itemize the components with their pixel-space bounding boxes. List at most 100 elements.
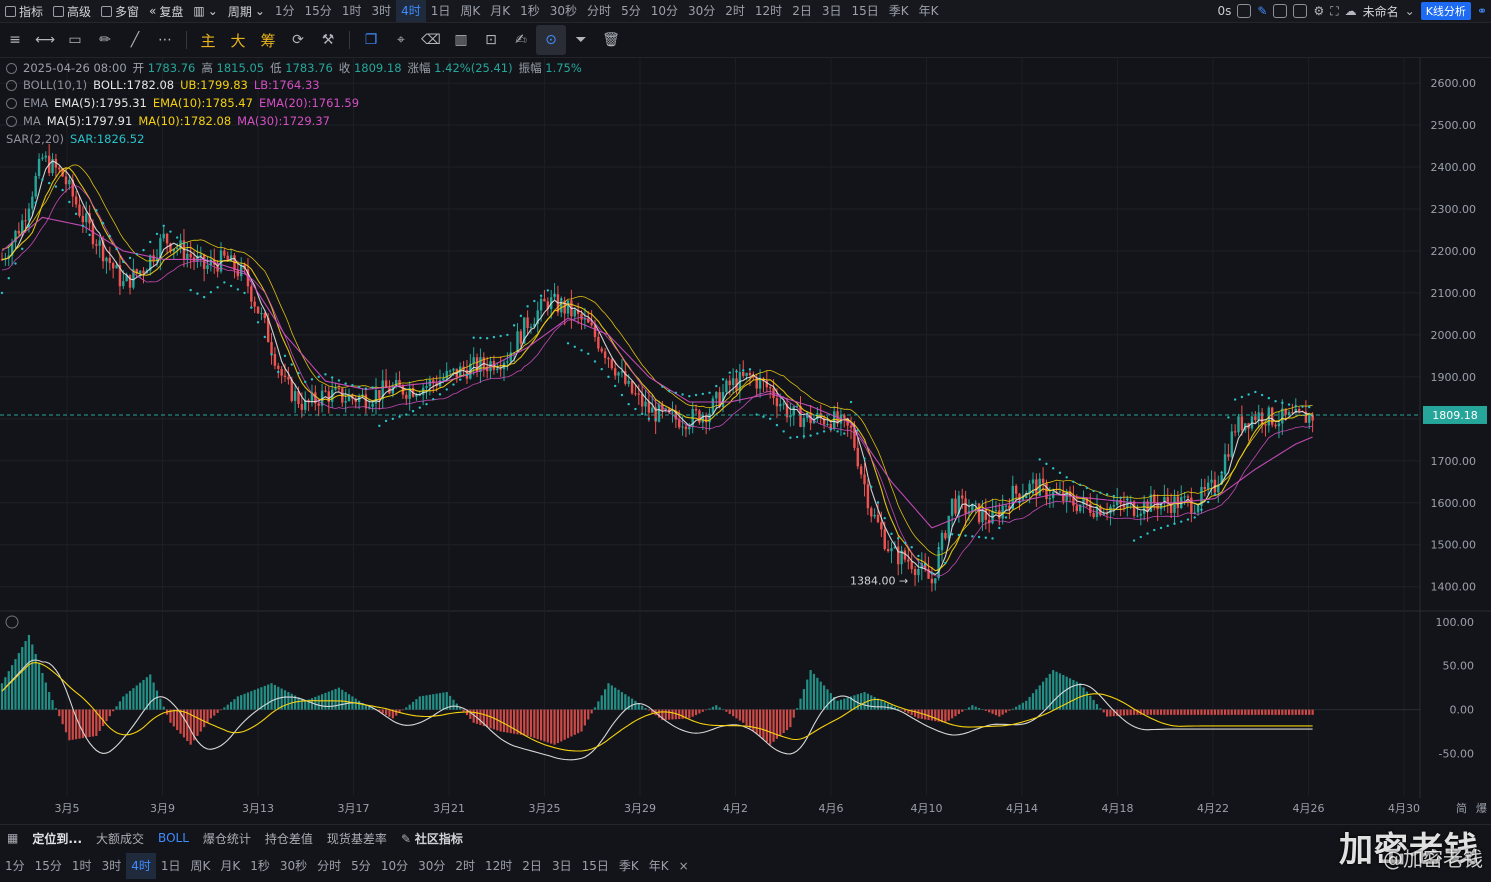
multiwindow-button[interactable]: 多窗 <box>96 0 144 22</box>
basis-tab[interactable]: 现货基差率 <box>326 831 387 846</box>
community-indicator-button[interactable]: ✎ 社区指标 <box>400 831 463 846</box>
timeframe-19[interactable]: 季K <box>888 4 909 18</box>
lock-icon[interactable]: ⊡ <box>485 32 497 48</box>
copy-icon[interactable]: ❐ <box>364 32 378 48</box>
filter-icon[interactable]: ⏷ <box>575 32 587 48</box>
advanced-icon <box>53 5 65 17</box>
sync-icon[interactable]: ⟳ <box>292 32 304 48</box>
timeframe-10[interactable]: 分时 <box>587 4 612 18</box>
timeframe-11[interactable]: 5分 <box>351 859 371 873</box>
timeframe-5[interactable]: 1日 <box>160 859 181 873</box>
timeframe-0[interactable]: 1分 <box>5 859 25 873</box>
pencil-icon[interactable]: ✏ <box>99 32 111 48</box>
timeframe-20[interactable]: 年K <box>918 4 939 18</box>
price-chart[interactable]: 2600.00 2500.00 2400.00 2300.00 2200.00 2100.… <box>0 58 1491 824</box>
timeframe-16[interactable]: 2日 <box>792 4 812 18</box>
timeframe-18[interactable]: 15日 <box>851 4 879 18</box>
timeframe-15[interactable]: 12时 <box>754 4 783 18</box>
timeframe-2[interactable]: 1时 <box>71 859 92 873</box>
timeframe-7[interactable]: 月K <box>490 4 511 18</box>
timeframe-13[interactable]: 30分 <box>418 859 446 873</box>
sar-dot <box>944 561 947 565</box>
eraser-icon[interactable]: ⌫ <box>421 32 441 48</box>
timeframe-9[interactable]: 30秒 <box>279 859 308 873</box>
timeframe-20[interactable]: 年K <box>648 859 669 873</box>
bars-icon[interactable]: ▥ <box>454 32 468 48</box>
menu-icon[interactable]: ≡ <box>9 32 21 48</box>
candle-body <box>711 398 715 414</box>
collapse-icon[interactable] <box>6 62 17 74</box>
timeframe-15[interactable]: 12时 <box>485 859 513 873</box>
camera-icon[interactable] <box>1237 4 1252 18</box>
magnet-icon[interactable]: ⊙ <box>536 25 566 55</box>
fullscreen-icon[interactable]: ⛶ <box>1330 3 1339 18</box>
timeframe-2[interactable]: 1时 <box>341 4 362 18</box>
timeframe-1[interactable]: 15分 <box>34 859 62 873</box>
trash-icon[interactable]: 🗑 <box>602 32 620 48</box>
timeframe-12[interactable]: 10分 <box>380 859 409 873</box>
pen-icon[interactable]: ✎ <box>1257 4 1268 18</box>
calendar-icon[interactable]: ▦ <box>7 831 19 845</box>
replay-button[interactable]: «复盘 <box>149 4 184 19</box>
untitled-layout[interactable]: 未命名 <box>1362 4 1399 19</box>
timeframe-0[interactable]: 1分 <box>274 4 295 18</box>
chip-distribution-button[interactable]: 筹 <box>260 31 276 50</box>
timeframe-1[interactable]: 15分 <box>304 4 332 18</box>
edit-doc-icon[interactable]: ✍ <box>515 32 527 48</box>
kline-analysis-button[interactable]: K线分析 <box>1420 2 1471 20</box>
link-icon[interactable]: ⚭ <box>1476 4 1487 18</box>
timeframe-17[interactable]: 3日 <box>551 859 572 873</box>
gear-icon[interactable]: ⚙ <box>1313 4 1325 18</box>
timeframe-9[interactable]: 30秒 <box>549 4 578 18</box>
timeframe-3[interactable]: 3时 <box>371 4 392 18</box>
candle-body <box>290 379 293 401</box>
share-icon[interactable] <box>1273 4 1288 18</box>
position-diff-tab[interactable]: 持仓差值 <box>264 831 313 846</box>
settings-tool-icon[interactable]: ⚒ <box>321 32 335 48</box>
timeframe-14[interactable]: 2时 <box>455 859 476 873</box>
timeframe-19[interactable]: 季K <box>618 859 639 873</box>
advanced-button[interactable]: 高级 <box>48 0 96 22</box>
close-icon[interactable]: × <box>678 859 689 873</box>
chart-type-button[interactable]: ▥ ⌄ <box>188 0 222 22</box>
main-chip-button[interactable]: 主 <box>200 31 216 50</box>
candle-body <box>105 257 108 262</box>
volume-tab[interactable]: 大额成交 <box>96 831 145 846</box>
trend-line-icon[interactable]: ╱ <box>130 32 140 48</box>
timeframe-5[interactable]: 1日 <box>430 4 451 18</box>
horizontal-line-icon[interactable]: ⟷ <box>34 32 56 48</box>
candle-body <box>923 562 927 570</box>
rectangle-icon[interactable]: ▭ <box>68 32 82 48</box>
boll-tab[interactable]: BOLL <box>158 831 189 845</box>
timeframe-4[interactable]: 4时 <box>396 0 426 22</box>
liquidation-tab[interactable]: 爆仓统计 <box>202 831 251 846</box>
macd-bar <box>169 709 172 723</box>
timeframe-3[interactable]: 3时 <box>101 859 122 873</box>
period-button[interactable]: 周期 ⌄ <box>227 4 265 19</box>
timeframe-11[interactable]: 5分 <box>621 4 641 18</box>
timeframe-16[interactable]: 2日 <box>522 859 542 873</box>
timeframe-6[interactable]: 周K <box>460 4 481 18</box>
timeframe-7[interactable]: 月K <box>220 859 241 873</box>
collapse-icon[interactable] <box>6 79 17 91</box>
timeframe-4[interactable]: 4时 <box>126 853 156 879</box>
timeframe-18[interactable]: 15日 <box>581 859 609 873</box>
timeframe-10[interactable]: 分时 <box>317 859 342 873</box>
more-tools-icon[interactable]: ⋯ <box>158 32 172 48</box>
timeframe-14[interactable]: 2时 <box>725 4 745 18</box>
indicators-button[interactable]: 指标 <box>0 0 48 22</box>
timeframe-13[interactable]: 30分 <box>687 4 716 18</box>
eye-icon[interactable] <box>6 97 17 109</box>
big-order-button[interactable]: 大 <box>230 31 246 50</box>
timeframe-8[interactable]: 1秒 <box>520 4 540 18</box>
timeframe-8[interactable]: 1秒 <box>250 859 270 873</box>
ruler-icon[interactable]: ⌖ <box>397 32 405 48</box>
timeframe-17[interactable]: 3日 <box>821 4 842 18</box>
eye-icon[interactable] <box>6 115 17 127</box>
timeframe-12[interactable]: 10分 <box>650 4 678 18</box>
chevron-down-icon[interactable]: ⌄ <box>1404 4 1415 18</box>
timeframe-6[interactable]: 周K <box>190 859 211 873</box>
locate-button[interactable]: 定位到... <box>32 831 83 846</box>
layout-icon[interactable] <box>1293 4 1308 18</box>
candle-body <box>1220 474 1223 485</box>
